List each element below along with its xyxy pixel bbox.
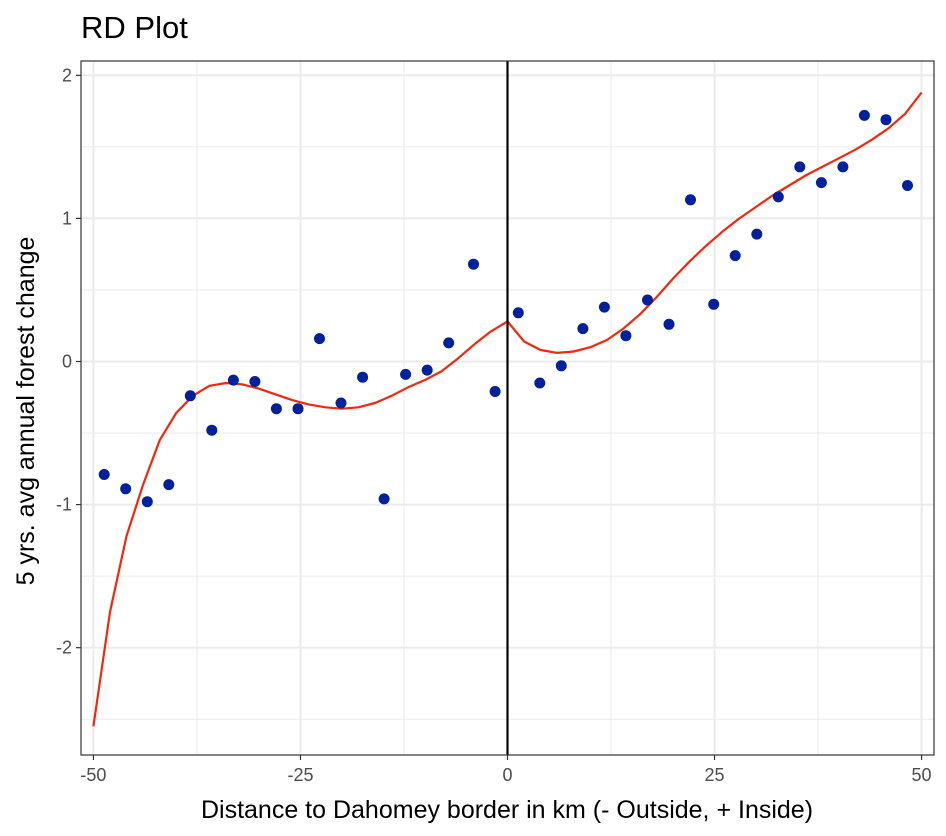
chart-title: RD Plot	[81, 10, 188, 45]
y-tick-label: -1	[56, 495, 72, 515]
data-point	[378, 493, 390, 505]
data-point	[184, 390, 196, 402]
data-point	[751, 228, 763, 240]
data-point	[270, 403, 282, 415]
data-points	[98, 109, 913, 508]
x-tick-label: -25	[287, 765, 313, 785]
x-tick-label: 50	[912, 765, 932, 785]
data-point	[729, 250, 741, 262]
x-tick-label: -50	[80, 765, 106, 785]
data-point	[815, 177, 827, 189]
data-point	[206, 424, 218, 436]
data-point	[141, 496, 153, 508]
data-point	[249, 376, 261, 387]
data-point	[421, 364, 433, 376]
axis-ticks: -50 -25 0 25 50 -2 -1 0 1 2	[56, 65, 932, 785]
data-point	[837, 161, 849, 173]
data-point	[400, 368, 412, 380]
y-tick-label: 0	[62, 351, 72, 371]
data-point	[314, 333, 325, 345]
data-point	[794, 161, 806, 173]
data-point	[598, 301, 610, 313]
data-point	[98, 469, 110, 480]
data-point	[489, 386, 501, 397]
data-point	[163, 479, 175, 491]
data-point	[663, 318, 675, 330]
data-point	[555, 360, 567, 372]
data-point	[227, 374, 239, 386]
data-point	[120, 483, 132, 495]
data-point	[708, 298, 720, 310]
x-tick-label: 0	[502, 765, 512, 785]
data-point	[902, 180, 913, 191]
y-tick-label: -2	[56, 638, 72, 658]
data-point	[685, 194, 696, 206]
fit-line-left	[92, 320, 509, 727]
data-point	[858, 109, 870, 121]
data-point	[642, 294, 653, 306]
data-point	[468, 258, 479, 270]
fit-lines	[92, 91, 923, 727]
x-tick-label: 25	[705, 765, 725, 785]
data-point	[512, 307, 524, 319]
y-tick-label: 2	[62, 65, 72, 85]
fit-line-right	[506, 91, 923, 354]
data-point	[335, 397, 347, 409]
y-tick-label: 1	[62, 208, 72, 228]
data-point	[292, 403, 304, 415]
data-point	[357, 371, 369, 383]
data-point	[620, 330, 632, 342]
x-axis-title: Distance to Dahomey border in km (- Outs…	[201, 796, 813, 824]
data-point	[880, 114, 892, 126]
data-point	[443, 337, 455, 349]
data-point	[534, 377, 546, 389]
data-point	[577, 323, 589, 335]
data-point	[772, 191, 784, 203]
y-axis-title: 5 yrs. avg annual forest change	[12, 237, 40, 586]
